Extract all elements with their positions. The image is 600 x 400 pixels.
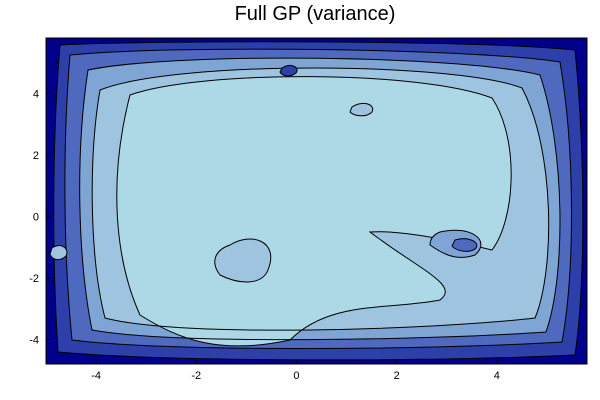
x-tick-label: 2 <box>394 370 400 382</box>
y-tick-label: -4 <box>29 334 39 346</box>
chart-title: Full GP (variance) <box>235 3 396 25</box>
y-axis: 4 2 0 -2 -4 <box>29 88 50 346</box>
contour-island <box>214 238 272 283</box>
contour-band <box>116 76 512 346</box>
x-tick-label: 0 <box>293 370 299 382</box>
plot-frame <box>45 37 588 365</box>
x-tick-label: -2 <box>191 370 201 382</box>
contour-line <box>116 76 512 347</box>
y-tick-label: 2 <box>33 150 39 162</box>
contour-line <box>79 57 561 341</box>
x-tick-label: -4 <box>91 370 101 382</box>
y-tick-label: 0 <box>33 211 39 223</box>
contour-line <box>91 67 550 331</box>
contour-island <box>279 65 298 77</box>
contour-island <box>349 102 374 117</box>
contour-line <box>64 48 573 349</box>
x-axis: -4 -2 0 2 4 <box>91 360 500 382</box>
y-tick-label: -2 <box>29 273 39 285</box>
x-tick-label: 4 <box>494 370 500 382</box>
y-tick-label: 4 <box>33 88 39 100</box>
contour-island <box>451 238 478 252</box>
contour-line <box>53 41 584 361</box>
contour-island <box>49 245 68 261</box>
plot-area <box>46 38 587 364</box>
